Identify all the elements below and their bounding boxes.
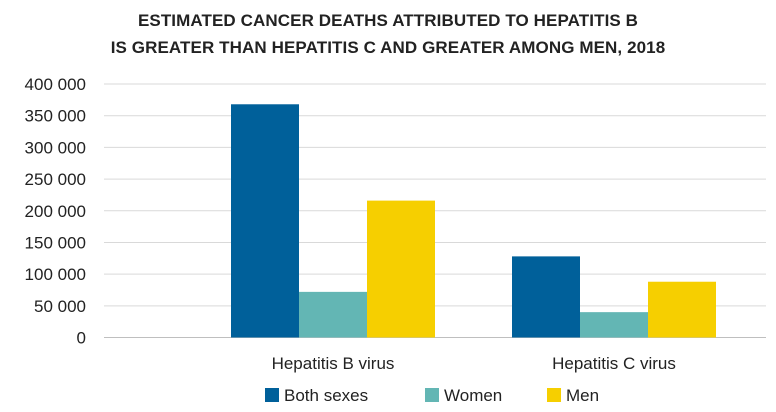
legend-label: Men: [566, 386, 599, 405]
x-category-label: Hepatitis C virus: [552, 354, 676, 373]
y-tick-label: 400 000: [25, 75, 86, 94]
bar: [648, 282, 716, 338]
x-category-label: Hepatitis B virus: [272, 354, 395, 373]
bar: [512, 256, 580, 337]
legend-label: Women: [444, 386, 502, 405]
bar: [231, 104, 299, 337]
y-tick-label: 50 000: [34, 297, 86, 316]
y-tick-label: 0: [77, 329, 86, 348]
bar: [580, 312, 648, 337]
legend-swatch: [425, 388, 439, 402]
bar: [367, 201, 435, 338]
y-tick-label: 100 000: [25, 265, 86, 284]
y-tick-label: 300 000: [25, 138, 86, 157]
bar: [299, 292, 367, 338]
y-tick-label: 200 000: [25, 202, 86, 221]
y-tick-label: 250 000: [25, 170, 86, 189]
legend-swatch: [265, 388, 279, 402]
legend-swatch: [547, 388, 561, 402]
legend-label: Both sexes: [284, 386, 368, 405]
y-tick-label: 350 000: [25, 107, 86, 126]
y-tick-label: 150 000: [25, 233, 86, 252]
